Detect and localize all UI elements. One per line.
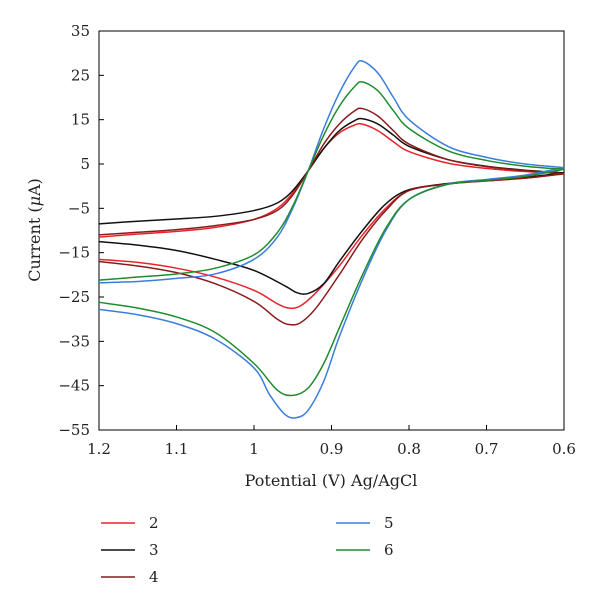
series-2-forward-scan-line bbox=[98, 122, 565, 238]
x-tick-label: 1.2 bbox=[87, 440, 111, 458]
y-tick-label: −45 bbox=[58, 377, 90, 395]
x-tick-label: 0.6 bbox=[552, 440, 576, 458]
legend-label: 5 bbox=[384, 514, 394, 532]
x-axis: 1.2 1.1 1 0.9 0.8 0.7 0.6 bbox=[87, 425, 576, 458]
x-tick-label: 0.9 bbox=[320, 440, 344, 458]
y-axis-label-prefix: Current ( bbox=[25, 206, 44, 281]
legend-label: 3 bbox=[149, 541, 159, 559]
series-6-reverse-scan-line bbox=[98, 168, 565, 397]
y-tick-label: −5 bbox=[68, 199, 90, 217]
series-layer bbox=[98, 60, 565, 419]
series-5-forward-scan-line bbox=[98, 60, 565, 284]
y-tick-label: 25 bbox=[71, 66, 90, 84]
y-tick-label: 5 bbox=[80, 155, 90, 173]
legend-item-4: 4 bbox=[101, 568, 159, 586]
legend-item-6: 6 bbox=[336, 541, 394, 559]
y-tick-label: 35 bbox=[71, 22, 90, 40]
x-tick-label: 1.1 bbox=[165, 440, 189, 458]
y-axis-label-suffix: A) bbox=[25, 178, 44, 197]
legend: 2 3 4 5 6 bbox=[101, 514, 394, 586]
y-axis: 35 25 15 5 −5 −15 −25 −35 −45 −55 bbox=[58, 22, 104, 439]
series-5-reverse-scan-line bbox=[98, 166, 565, 419]
legend-label: 4 bbox=[149, 568, 159, 586]
x-tick-label: 0.8 bbox=[397, 440, 421, 458]
legend-label: 6 bbox=[384, 541, 394, 559]
legend-item-2: 2 bbox=[101, 514, 159, 532]
legend-label: 2 bbox=[149, 514, 159, 532]
x-tick-label: 1 bbox=[249, 440, 259, 458]
y-tick-label: −55 bbox=[58, 421, 90, 439]
series-2-reverse-scan-line bbox=[98, 173, 565, 310]
y-tick-label: −35 bbox=[58, 332, 90, 350]
y-tick-label: −15 bbox=[58, 244, 90, 262]
x-axis-label: Potential (V) Ag/AgCl bbox=[245, 471, 418, 490]
y-axis-label-mu: μ bbox=[25, 196, 44, 206]
y-axis-label: Current (μA) bbox=[25, 178, 44, 282]
series-4-forward-scan-line bbox=[98, 107, 565, 236]
series-6-forward-scan-line bbox=[98, 81, 565, 281]
y-tick-label: 15 bbox=[71, 111, 90, 129]
x-tick-label: 0.7 bbox=[475, 440, 499, 458]
legend-item-3: 3 bbox=[101, 541, 159, 559]
y-tick-label: −25 bbox=[58, 288, 90, 306]
legend-item-5: 5 bbox=[336, 514, 394, 532]
